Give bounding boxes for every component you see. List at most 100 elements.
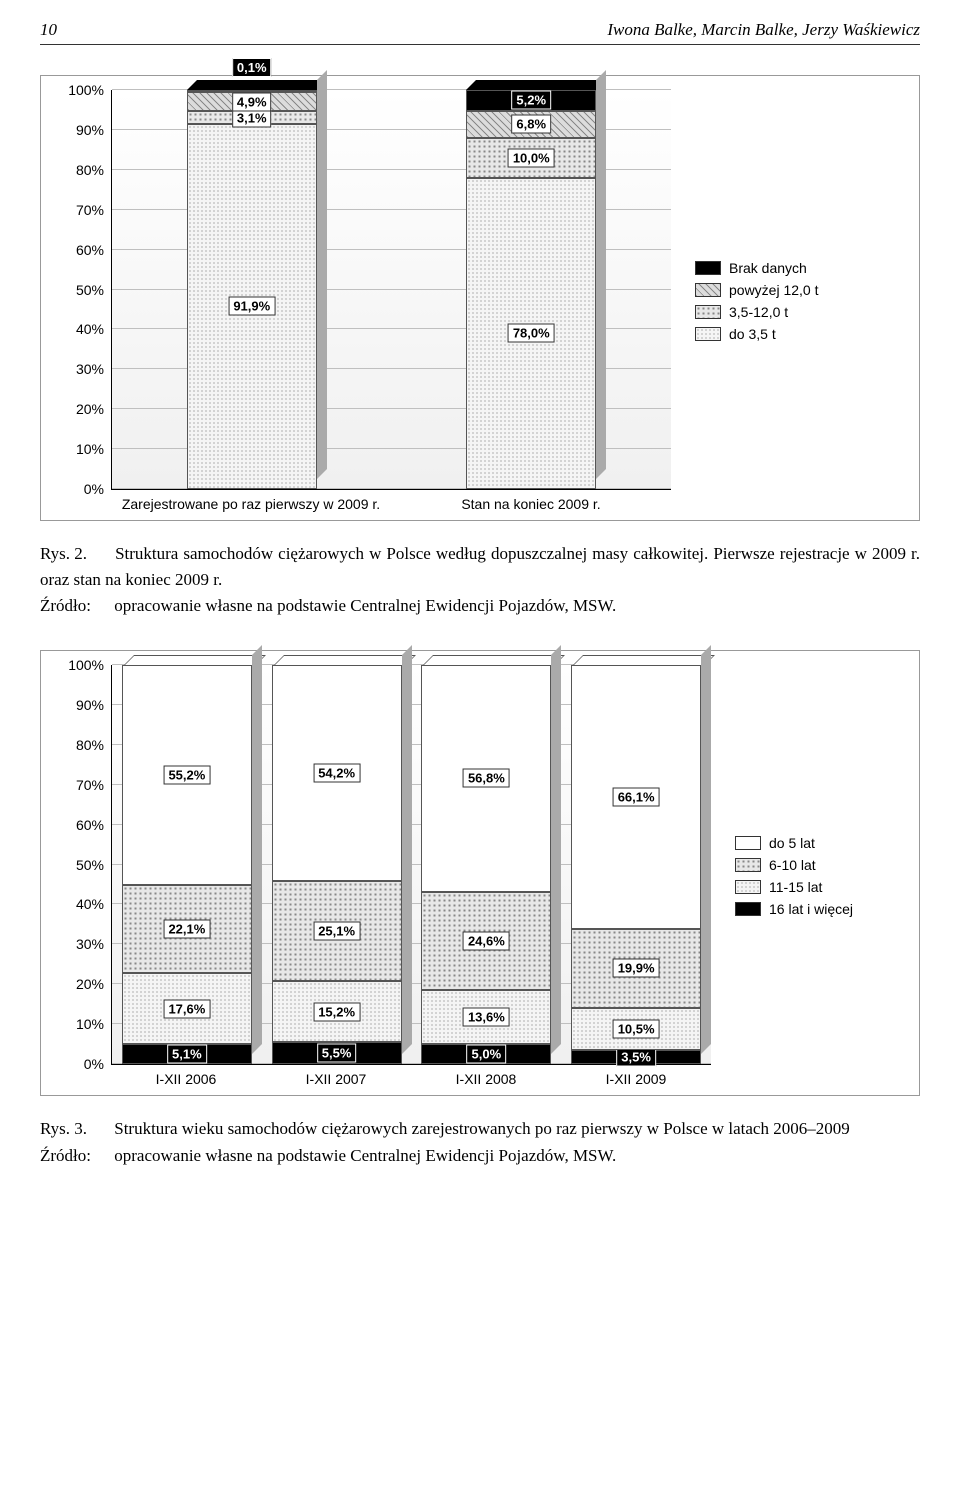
bar-segment: 22,1% xyxy=(122,885,252,973)
bar-segment: 6,8% xyxy=(466,111,596,138)
bar: 91,9%3,1%4,9%0,1% xyxy=(187,90,317,489)
segment-label: 15,2% xyxy=(313,1002,360,1021)
y-tick-label: 100% xyxy=(68,657,104,673)
figure-2-caption: Rys. 2. Struktura samochodów ciężarowych… xyxy=(40,541,920,592)
bar-segment: 5,5% xyxy=(272,1042,402,1064)
segment-label: 4,9% xyxy=(232,92,272,111)
bar-segment: 5,2% xyxy=(466,90,596,111)
caption-text: Struktura wieku samochodów ciężarowych z… xyxy=(114,1119,849,1138)
y-tick-label: 0% xyxy=(84,481,104,497)
bar-segment: 25,1% xyxy=(272,881,402,981)
caption-label: Rys. 3. xyxy=(40,1116,110,1142)
bar-segment: 5,1% xyxy=(122,1044,252,1064)
legend-swatch xyxy=(695,261,721,275)
segment-label: 10,5% xyxy=(613,1020,660,1039)
y-tick-label: 80% xyxy=(76,162,104,178)
segment-label: 6,8% xyxy=(511,115,551,134)
y-tick-label: 30% xyxy=(76,936,104,952)
y-tick-label: 20% xyxy=(76,976,104,992)
y-tick-label: 40% xyxy=(76,896,104,912)
source-label: Źródło: xyxy=(40,596,110,616)
bar-segment: 15,2% xyxy=(272,981,402,1042)
chart-1-legend: Brak danych powyżej 12,0 t 3,5-12,0 t do 3,… xyxy=(695,260,819,342)
y-tick-label: 80% xyxy=(76,737,104,753)
bar-segment: 10,0% xyxy=(466,138,596,178)
segment-label: 0,1% xyxy=(232,58,272,77)
segment-label: 55,2% xyxy=(163,766,210,785)
chart-2-frame: 0%10%20%30%40%50%60%70%80%90%100% 5,1%17… xyxy=(40,650,920,1096)
legend-label: do 3,5 t xyxy=(729,326,776,342)
y-tick-label: 10% xyxy=(76,441,104,457)
segment-label: 5,0% xyxy=(467,1045,507,1064)
segment-label: 5,1% xyxy=(167,1044,207,1063)
chart-1-frame: 0%10%20%30%40%50%60%70%80%90%100% 91,9%3… xyxy=(40,75,920,521)
figure-3-source: Źródło: opracowanie własne na podstawie … xyxy=(40,1146,920,1166)
legend-swatch xyxy=(735,858,761,872)
segment-label: 10,0% xyxy=(508,148,555,167)
authors-line: Iwona Balke, Marcin Balke, Jerzy Waśkiew… xyxy=(607,20,920,40)
bar-segment: 66,1% xyxy=(571,665,701,929)
x-category-label: I-XII 2008 xyxy=(411,1071,561,1087)
bar-segment: 56,8% xyxy=(421,665,551,892)
chart-1-xaxis: Zarejestrowane po raz pierwszy w 2009 r.… xyxy=(111,496,671,512)
bar-segment: 78,0% xyxy=(466,178,596,489)
segment-label: 56,8% xyxy=(463,769,510,788)
y-tick-label: 60% xyxy=(76,242,104,258)
y-tick-label: 0% xyxy=(84,1056,104,1072)
y-tick-label: 90% xyxy=(76,122,104,138)
bar: 5,1% 17,6% 22,1% 55,2% xyxy=(122,665,252,1064)
chart-2-legend: do 5 lat6-10 lat11-15 lat16 lat i więcej xyxy=(735,835,853,917)
bar: 5,5% 15,2% 25,1% 54,2% xyxy=(272,665,402,1064)
y-tick-label: 40% xyxy=(76,321,104,337)
bar: 3,5% 10,5% 19,9% 66,1% xyxy=(571,665,701,1064)
y-tick-label: 70% xyxy=(76,777,104,793)
legend-item: 6-10 lat xyxy=(735,857,853,873)
bar-segment: 3,5% xyxy=(571,1050,701,1064)
segment-label: 91,9% xyxy=(228,297,275,316)
segment-label: 25,1% xyxy=(313,922,360,941)
legend-item: 3,5-12,0 t xyxy=(695,304,819,320)
bar-segment: 54,2% xyxy=(272,665,402,881)
segment-label: 66,1% xyxy=(613,787,660,806)
legend-swatch xyxy=(695,327,721,341)
y-tick-label: 10% xyxy=(76,1016,104,1032)
legend-swatch xyxy=(735,902,761,916)
source-text: opracowanie własne na podstawie Centraln… xyxy=(114,1146,616,1165)
y-tick-label: 70% xyxy=(76,202,104,218)
figure-2-source: Źródło: opracowanie własne na podstawie … xyxy=(40,596,920,616)
bar-segment: 55,2% xyxy=(122,665,252,885)
page-number: 10 xyxy=(40,20,57,40)
segment-label: 17,6% xyxy=(163,999,210,1018)
bar-segment: 13,6% xyxy=(421,990,551,1044)
x-category-label: Stan na koniec 2009 r. xyxy=(391,496,671,512)
legend-label: powyżej 12,0 t xyxy=(729,282,819,298)
bar-segment: 0,1% xyxy=(187,90,317,92)
source-text: opracowanie własne na podstawie Centraln… xyxy=(114,596,616,615)
bar-segment: 19,9% xyxy=(571,929,701,1008)
segment-label: 3,5% xyxy=(616,1048,656,1067)
segment-label: 54,2% xyxy=(313,764,360,783)
bar-segment: 17,6% xyxy=(122,973,252,1043)
legend-item: Brak danych xyxy=(695,260,819,276)
bar: 5,0%13,6%24,6% 56,8% xyxy=(421,665,551,1064)
legend-label: 16 lat i więcej xyxy=(769,901,853,917)
bar-segment: 5,0% xyxy=(421,1044,551,1064)
bar-segment: 91,9% xyxy=(187,124,317,489)
legend-item: do 3,5 t xyxy=(695,326,819,342)
bar-segment: 24,6% xyxy=(421,892,551,990)
chart-2-plot: 0%10%20%30%40%50%60%70%80%90%100% 5,1%17… xyxy=(111,665,711,1065)
y-tick-label: 50% xyxy=(76,857,104,873)
source-label: Źródło: xyxy=(40,1146,110,1166)
legend-item: powyżej 12,0 t xyxy=(695,282,819,298)
legend-label: 11-15 lat xyxy=(769,879,822,895)
legend-item: 11-15 lat xyxy=(735,879,853,895)
segment-label: 5,2% xyxy=(511,91,551,110)
y-tick-label: 50% xyxy=(76,282,104,298)
caption-label: Rys. 2. xyxy=(40,541,110,567)
x-category-label: Zarejestrowane po raz pierwszy w 2009 r. xyxy=(111,496,391,512)
legend-swatch xyxy=(735,836,761,850)
chart-1-plot: 0%10%20%30%40%50%60%70%80%90%100% 91,9%3… xyxy=(111,90,671,490)
legend-label: 3,5-12,0 t xyxy=(729,304,788,320)
y-tick-label: 60% xyxy=(76,817,104,833)
figure-3-caption: Rys. 3. Struktura wieku samochodów cięża… xyxy=(40,1116,920,1142)
